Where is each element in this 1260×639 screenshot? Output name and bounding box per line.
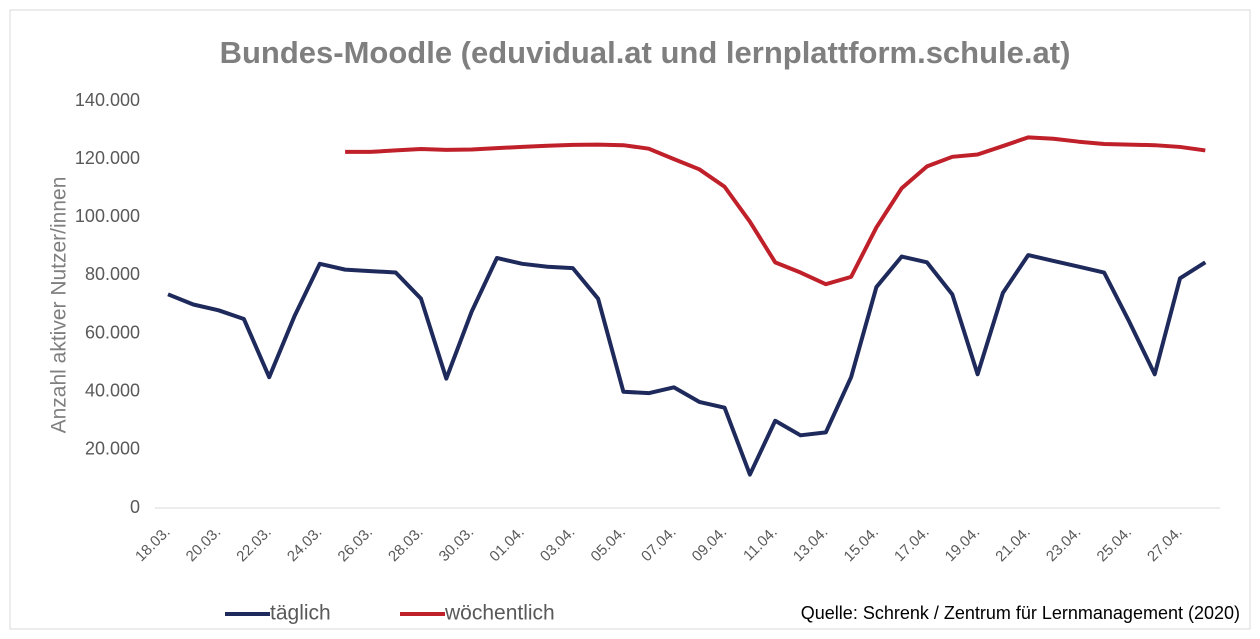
source-note: Quelle: Schrenk / Zentrum für Lernmanage…	[801, 603, 1240, 623]
y-tick-label: 40.000	[85, 380, 140, 400]
legend-label: täglich	[270, 602, 331, 625]
chart-border	[9, 9, 1251, 630]
y-tick-label: 120.000	[75, 148, 140, 168]
line-series	[345, 135, 1206, 287]
y-tick-label: 0	[130, 497, 140, 517]
y-tick-label: 140.000	[75, 90, 140, 110]
legend-label: wöchentlich	[444, 602, 555, 625]
chart-title: Bundes-Moodle (eduvidual.at und lernplat…	[220, 35, 1071, 70]
y-tick-label: 20.000	[85, 439, 140, 459]
line-series	[167, 253, 1207, 477]
y-tick-label: 60.000	[85, 322, 140, 342]
y-axis-label: Anzahl aktiver Nutzer/innen	[48, 177, 71, 434]
y-tick-label: 80.000	[85, 264, 140, 284]
y-tick-label: 100.000	[75, 206, 140, 226]
